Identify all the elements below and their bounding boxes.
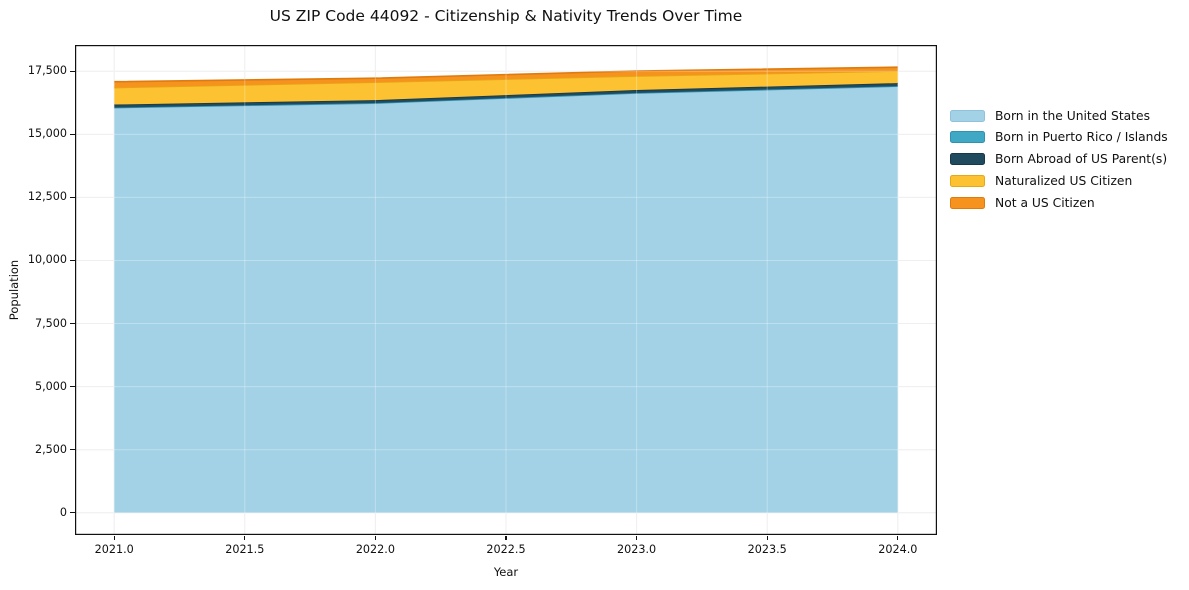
legend-label: Not a US Citizen [995,195,1095,210]
chart-title: US ZIP Code 44092 - Citizenship & Nativi… [269,7,743,25]
x-tick-mark [374,535,376,540]
y-tick-label: 2,500 [34,442,67,456]
legend-label: Born Abroad of US Parent(s) [995,152,1168,167]
x-tick-mark [636,535,638,540]
y-tick-label: 17,500 [27,64,67,78]
legend-item: Born in Puerto Rico / Islands [950,130,1168,145]
legend: Born in the United States Born in Puerto… [950,109,1168,217]
area-series-4 [114,67,898,88]
y-axis-label: Population [7,259,21,321]
x-tick-mark [897,535,899,540]
x-tick-mark [244,535,246,540]
y-tick-label: 0 [59,505,67,519]
area-series-0 [114,86,898,513]
x-tick-mark [505,535,507,540]
x-axis-label: Year [493,565,519,579]
area-edge-4 [114,66,898,83]
x-tick-label: 2022.0 [355,543,395,556]
legend-item: Born in the United States [950,109,1168,123]
y-tick-mark [70,133,75,135]
y-tick-label: 15,000 [27,127,67,141]
plot-border [75,45,937,535]
legend-swatch [950,153,985,166]
x-tick-label: 2021.5 [225,543,265,556]
legend-item: Not a US Citizen [950,196,1168,210]
x-tick-mark [113,535,115,540]
legend-swatch [950,131,985,144]
legend-label: Born in Puerto Rico / Islands [995,130,1168,145]
y-tick-label: 12,500 [27,190,67,204]
legend-item: Naturalized US Citizen [950,174,1168,188]
legend-swatch [950,109,985,122]
y-tick-mark [70,196,75,198]
y-tick-label: 10,000 [27,253,67,267]
legend-label: Naturalized US Citizen [995,173,1133,188]
x-tick-label: 2024.0 [878,543,918,556]
y-tick-mark [70,512,75,514]
y-tick-mark [70,449,75,451]
plot-area [75,45,937,535]
y-tick-mark [70,70,75,72]
legend-swatch [950,196,985,209]
y-tick-label: 7,500 [34,316,67,330]
legend-label: Born in the United States [995,108,1150,123]
y-tick-label: 5,000 [34,379,67,393]
x-tick-mark [766,535,768,540]
y-tick-mark [70,322,75,325]
x-tick-label: 2022.5 [486,543,526,556]
legend-swatch [950,174,985,187]
y-tick-mark [70,386,75,388]
area-series-3 [114,71,898,105]
x-tick-label: 2023.0 [617,543,657,556]
legend-item: Born Abroad of US Parent(s) [950,152,1168,166]
x-tick-label: 2021.0 [94,543,134,556]
x-tick-label: 2023.5 [747,543,787,556]
y-tick-mark [70,259,75,262]
